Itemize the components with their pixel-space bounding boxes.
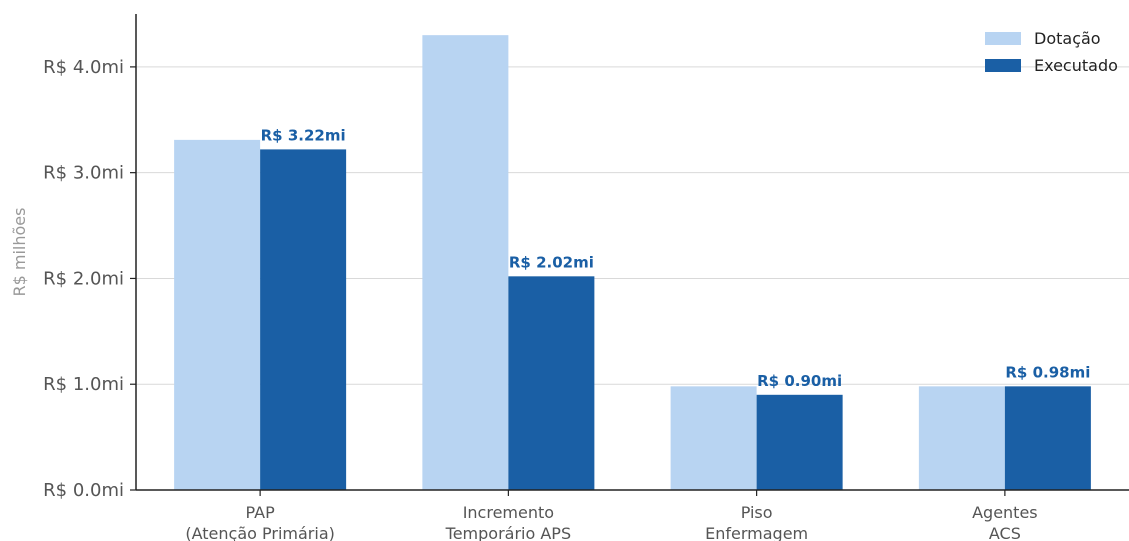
x-tick-label: PAP bbox=[246, 503, 276, 522]
legend: Dotação Executado bbox=[985, 29, 1118, 75]
bar-executado bbox=[756, 394, 843, 490]
bar-data-label: R$ 3.22mi bbox=[261, 126, 346, 144]
y-tick-label: R$ 0.0mi bbox=[43, 480, 124, 501]
legend-label: Executado bbox=[1034, 56, 1118, 75]
x-tick-label: Piso bbox=[741, 503, 773, 522]
y-axis-label: R$ milhões bbox=[10, 208, 29, 297]
bar-executado bbox=[260, 149, 347, 490]
bar-data-label: R$ 2.02mi bbox=[509, 253, 594, 271]
x-tick-labels: PAP (Atenção Primária) Incremento Temporári… bbox=[185, 490, 1038, 541]
y-tick-label: R$ 1.0mi bbox=[43, 374, 124, 395]
legend-swatch-dotacao bbox=[985, 32, 1021, 45]
bar-dotacao bbox=[670, 386, 757, 490]
bar-dotacao bbox=[174, 139, 261, 490]
bar-executado bbox=[508, 276, 595, 490]
bar-dotacao bbox=[422, 35, 509, 491]
axes bbox=[135, 14, 1129, 491]
x-tick-label: Incremento bbox=[463, 503, 554, 522]
y-tick-label: R$ 2.0mi bbox=[43, 268, 124, 289]
y-tick-label: R$ 4.0mi bbox=[43, 57, 124, 78]
bars bbox=[174, 35, 1091, 491]
y-tick-label: R$ 3.0mi bbox=[43, 163, 124, 184]
x-tick-label: Enfermagem bbox=[705, 524, 808, 541]
bar-executado bbox=[1004, 386, 1091, 490]
bar-data-label: R$ 0.98mi bbox=[1005, 363, 1090, 381]
legend-label: Dotação bbox=[1034, 29, 1101, 48]
bar-dotacao bbox=[918, 386, 1005, 490]
x-tick-label: Agentes bbox=[972, 503, 1038, 522]
x-tick-label: ACS bbox=[989, 524, 1021, 541]
legend-swatch-executado bbox=[985, 59, 1021, 72]
bar-data-labels: R$ 3.22mi R$ 2.02mi R$ 0.90mi R$ 0.98mi bbox=[261, 126, 1091, 389]
x-tick-label: Temporário APS bbox=[445, 524, 571, 541]
x-tick-label: (Atenção Primária) bbox=[185, 524, 335, 541]
bar-data-label: R$ 0.90mi bbox=[757, 372, 842, 390]
y-tick-labels: R$ 0.0mi R$ 1.0mi R$ 2.0mi R$ 3.0mi R$ 4.0mi bbox=[43, 57, 136, 501]
